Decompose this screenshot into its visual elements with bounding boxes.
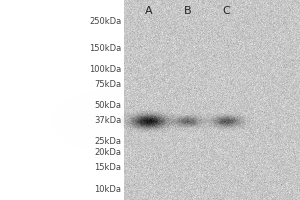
Text: 50kDa: 50kDa [94, 101, 122, 110]
Text: C: C [223, 6, 230, 16]
Text: 25kDa: 25kDa [94, 137, 122, 146]
Bar [0, 0, 124, 200]
Text: 10kDa: 10kDa [94, 184, 122, 194]
Text: 150kDa: 150kDa [89, 44, 122, 53]
Text: 37kDa: 37kDa [94, 116, 122, 125]
Text: 20kDa: 20kDa [94, 148, 122, 157]
Text: 75kDa: 75kDa [94, 80, 122, 89]
Text: 250kDa: 250kDa [89, 17, 122, 26]
Text: B: B [184, 6, 191, 16]
Text: A: A [145, 6, 152, 16]
Text: 100kDa: 100kDa [89, 65, 122, 74]
Text: 15kDa: 15kDa [94, 163, 122, 172]
